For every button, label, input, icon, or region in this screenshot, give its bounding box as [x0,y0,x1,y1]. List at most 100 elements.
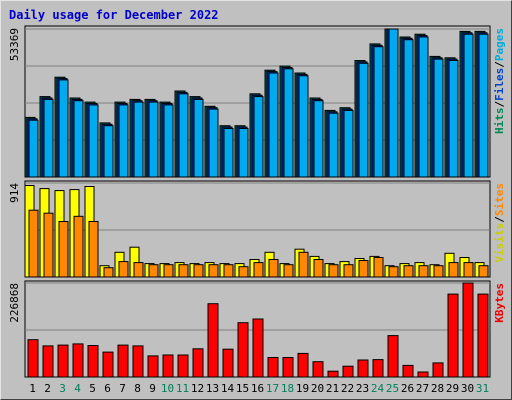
bar-kbytes-day-16 [252,318,264,378]
bar-sites-day-28 [433,265,444,278]
legend-hits: Hits [493,108,506,135]
bar-pages-day-18 [283,68,294,178]
bar-pages-day-31 [478,33,489,178]
bar-kbytes-day-21 [327,370,339,378]
bar-pages-day-7 [118,104,129,178]
x-tick-label: 30 [461,382,474,395]
bar-sites-day-20 [313,259,324,278]
bar-sites-day-6 [103,267,114,278]
legend-kbytes: KBytes [493,283,506,323]
x-tick-label: 25 [386,382,399,395]
bar-pages-day-24 [373,46,384,178]
bar-sites-day-14 [223,264,234,278]
bar-pages-day-9 [148,101,159,178]
bar-pages-day-6 [103,125,114,178]
bar-pages-day-13 [208,108,219,178]
bar-pages-day-3 [58,79,69,178]
bar-kbytes-day-19 [297,352,309,378]
x-tick-label: 1 [29,382,36,395]
x-tick-label: 14 [221,382,235,395]
bar-pages-day-19 [298,75,309,178]
x-tick-label: 7 [119,382,126,395]
bar-pages-day-26 [403,39,414,178]
x-tick-label: 10 [161,382,174,395]
x-axis-day-labels: 1 2 3 4 5 6 7 8 9 10 11 12 13 14 15 16 17 18 19 20 21 22 23 24 2… [29,382,489,395]
bar-kbytes-day-24 [372,359,384,378]
bar-sites-day-5 [88,221,99,278]
bar-kbytes-day-14 [222,348,234,378]
bar-sites-day-10 [163,264,174,278]
bar-sites-day-26 [403,265,414,278]
bar-pages-day-1 [28,119,39,178]
bar-sites-day-2 [43,212,54,278]
y-max-label: 226868 [8,283,21,323]
bar-pages-day-23 [358,62,369,178]
bar-pages-day-5 [88,104,99,178]
bar-sites-day-4 [73,215,84,278]
x-tick-label: 23 [356,382,369,395]
x-tick-label: 12 [191,382,204,395]
bar-pages-day-8 [133,101,144,178]
bar-kbytes-day-12 [192,348,204,378]
legend-pages: Pages [493,28,506,61]
x-tick-label: 24 [371,382,385,395]
x-tick-label: 6 [104,382,111,395]
bar-kbytes-day-23 [357,359,369,378]
bar-sites-day-23 [358,260,369,278]
legend-visits: Visits [493,223,506,263]
bar-kbytes-day-6 [102,351,114,378]
bar-kbytes-day-11 [177,354,189,378]
chart-title: Daily usage for December 2022 [9,8,219,22]
bar-pages-day-11 [178,93,189,178]
bar-sites-day-31 [478,265,489,278]
bar-kbytes-day-7 [117,344,129,378]
bar-sites-day-24 [373,257,384,278]
bar-pages-day-30 [463,33,474,178]
bar-kbytes-day-20 [312,361,324,378]
x-tick-label: 21 [326,382,339,395]
bar-sites-day-13 [208,264,219,278]
bar-pages-day-16 [253,96,264,178]
bar-sites-day-9 [148,264,159,278]
x-tick-label: 26 [401,382,414,395]
x-tick-label: 20 [311,382,324,395]
series-legend: Visits/Sites [493,183,506,263]
bar-pages-day-4 [73,100,84,178]
x-tick-label: 29 [446,382,459,395]
y-max-label: 53369 [8,28,21,61]
bar-kbytes-day-31 [477,293,489,378]
bar-pages-day-29 [448,60,459,178]
bar-sites-day-1 [28,209,39,278]
legend-sites: Sites [493,183,506,216]
bar-sites-day-3 [58,221,69,278]
bar-sites-day-19 [298,251,309,278]
series-legend: Hits/Files/Pages [493,28,506,134]
bar-pages-day-22 [343,109,354,178]
x-tick-label: 18 [281,382,294,395]
bar-sites-day-8 [133,262,144,278]
bar-pages-day-28 [433,58,444,178]
x-tick-label: 11 [176,382,189,395]
bar-kbytes-day-1 [27,339,39,378]
bar-sites-day-16 [253,262,264,278]
bar-pages-day-12 [193,98,204,178]
bar-kbytes-day-29 [447,293,459,378]
bar-sites-day-15 [238,266,249,278]
bar-sites-day-17 [268,259,279,278]
x-tick-label: 3 [59,382,66,395]
bar-kbytes-day-4 [72,343,84,378]
bar-sites-day-27 [418,265,429,278]
bar-pages-day-21 [328,112,339,178]
series-legend: KBytes [493,283,506,323]
bar-pages-day-27 [418,36,429,178]
x-tick-label: 13 [206,382,219,395]
bar-sites-day-11 [178,264,189,278]
bar-kbytes-day-30 [462,282,474,378]
bar-pages-day-14 [223,128,234,178]
x-tick-label: 16 [251,382,264,395]
bar-kbytes-day-25 [387,335,399,378]
bar-sites-day-25 [388,266,399,278]
x-tick-label: 5 [89,382,96,395]
legend-files: Files [493,68,506,101]
x-tick-label: 8 [134,382,141,395]
